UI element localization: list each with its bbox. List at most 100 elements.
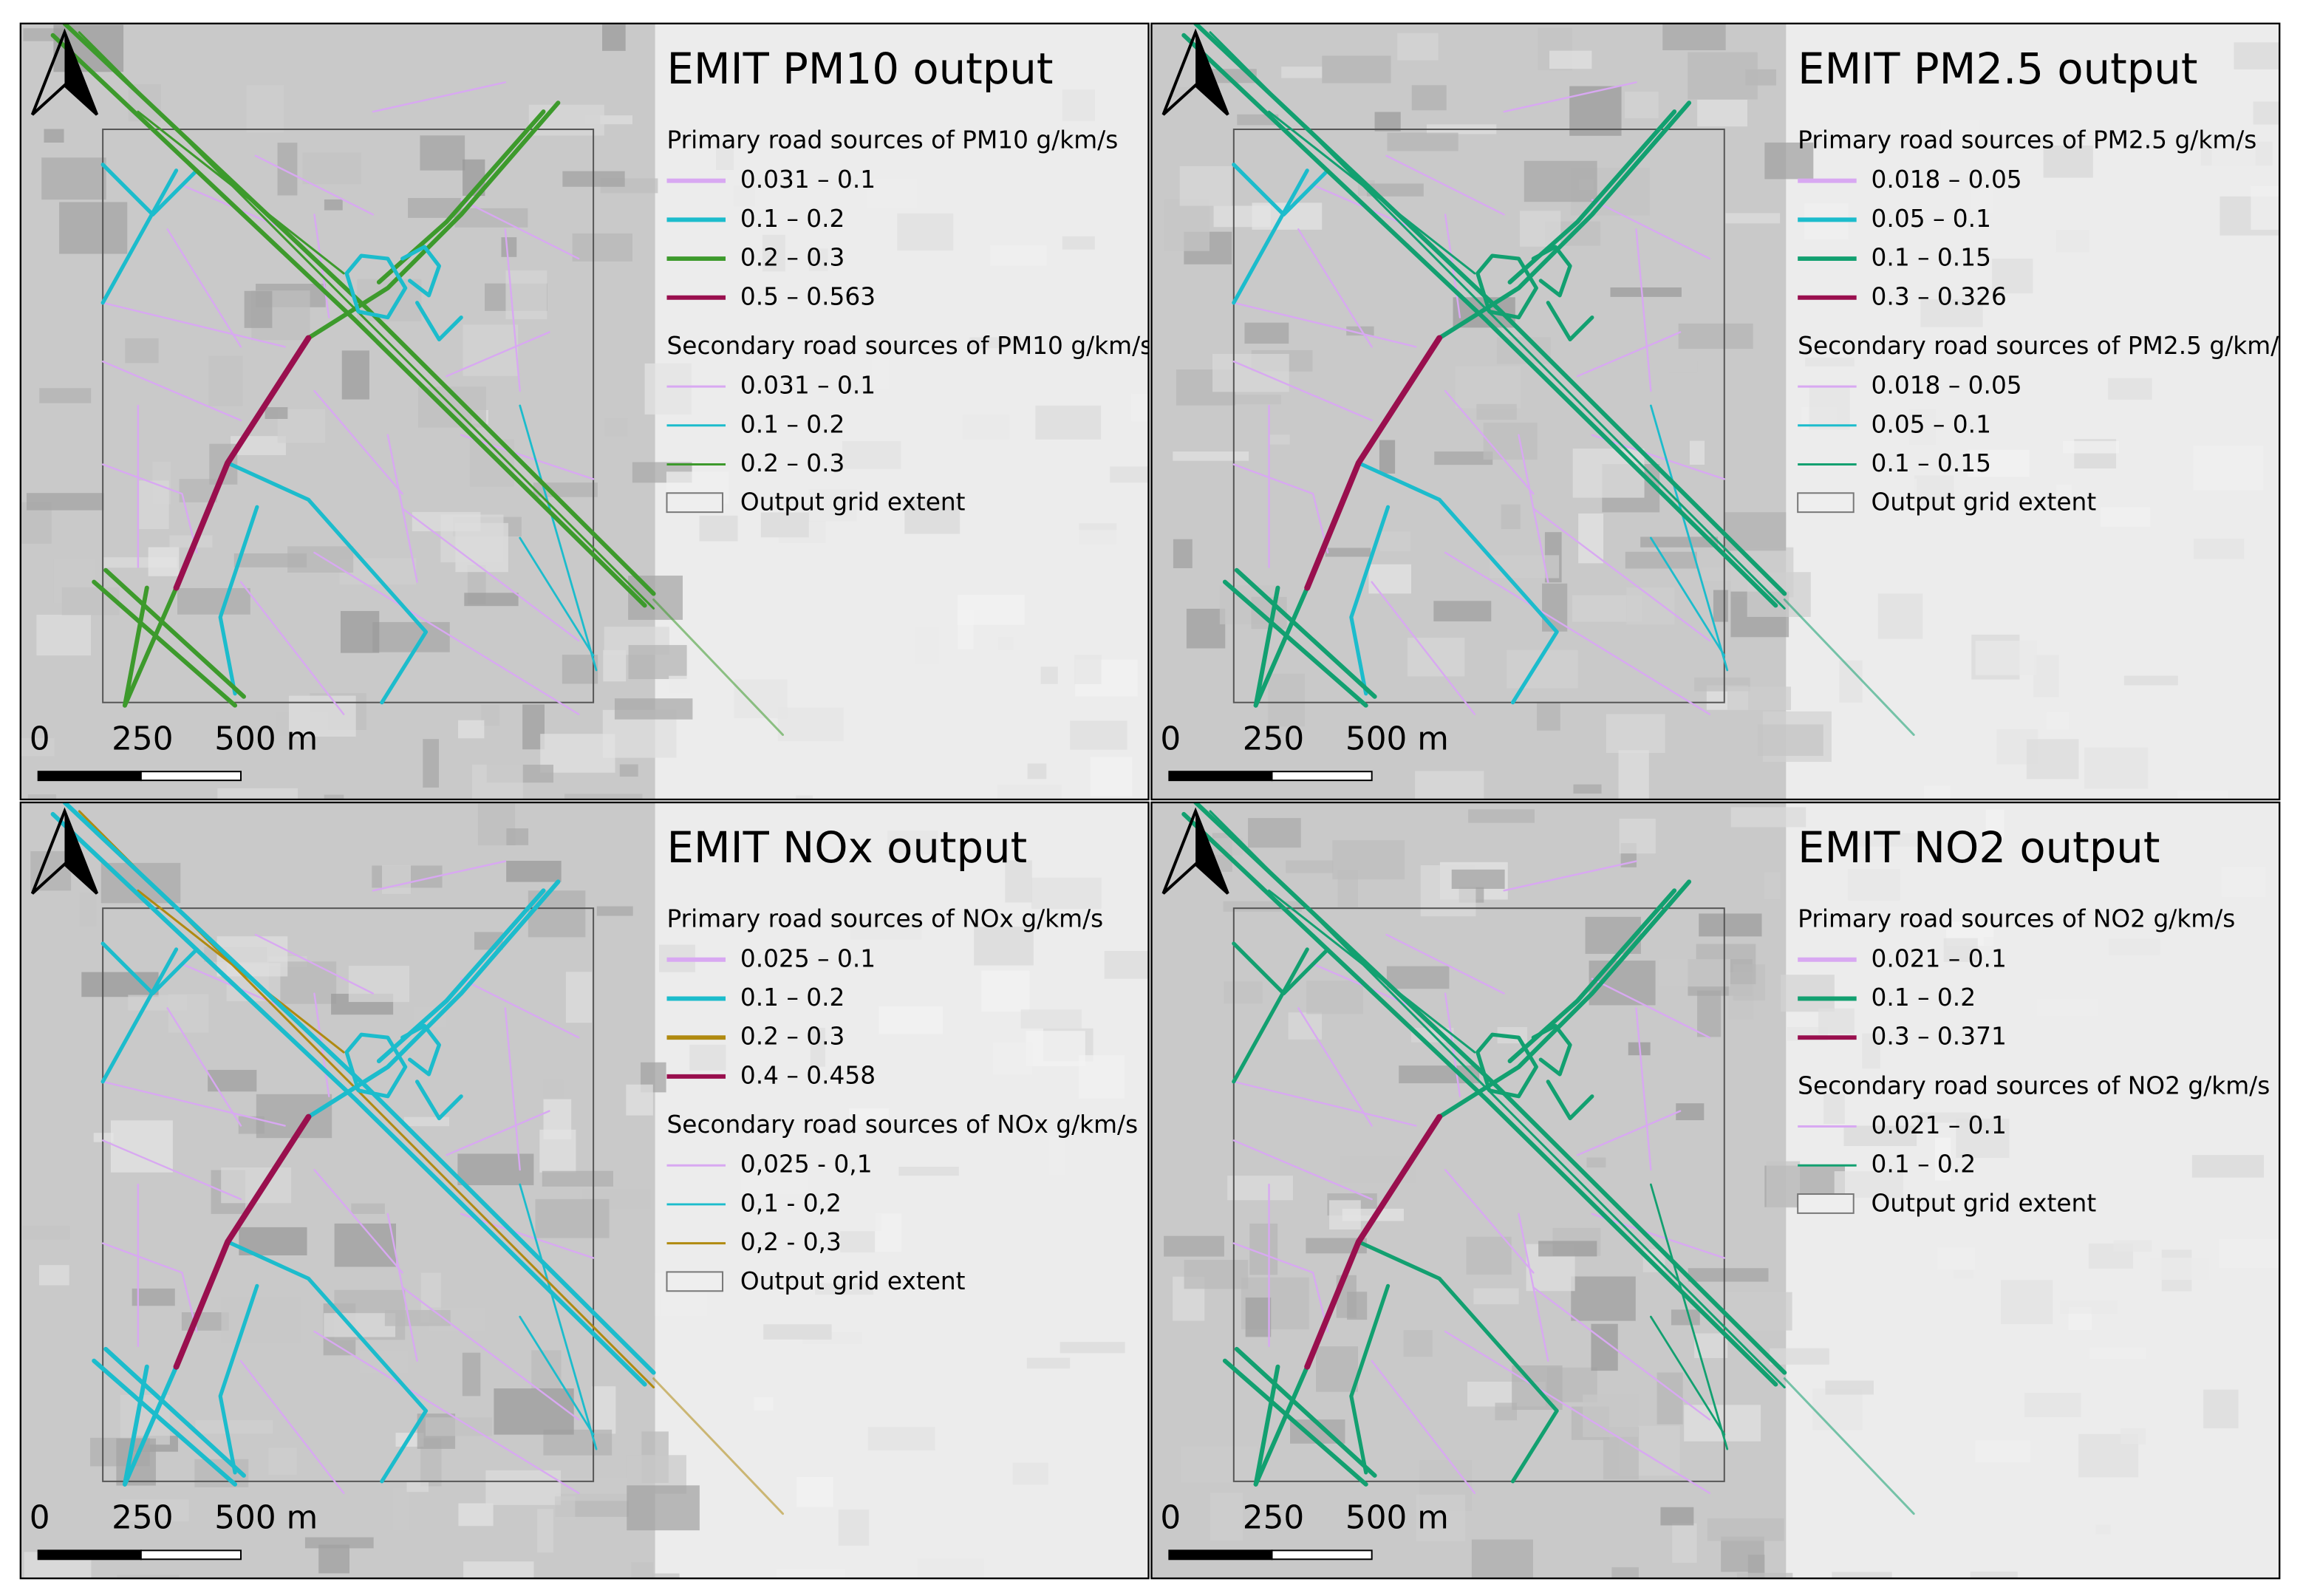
imagery-block xyxy=(2047,712,2070,730)
road xyxy=(1591,199,1711,260)
legend-label: 0,2 - 0,3 xyxy=(740,1228,842,1256)
imagery-block xyxy=(1985,809,2005,839)
legend-label: 0.4 – 0.458 xyxy=(740,1061,876,1089)
road xyxy=(1444,551,1711,715)
imagery-block xyxy=(733,185,755,207)
road xyxy=(101,301,286,348)
road xyxy=(313,1330,580,1494)
imagery-block xyxy=(117,1575,180,1579)
road xyxy=(1222,1358,1368,1487)
road xyxy=(239,1360,345,1494)
road xyxy=(239,581,345,715)
imagery-block xyxy=(1268,673,1306,727)
imagery-block xyxy=(1571,1276,1636,1321)
imagery-block xyxy=(1403,1330,1433,1357)
imagery-block xyxy=(1757,724,1823,756)
imagery-block xyxy=(1940,120,1979,148)
road xyxy=(1546,301,1594,342)
imagery-block xyxy=(2036,999,2098,1017)
legend-label: 0.031 – 0.1 xyxy=(740,372,876,400)
imagery-block xyxy=(2089,1348,2146,1360)
imagery-block xyxy=(2194,538,2245,559)
scale-bar-white xyxy=(1271,771,1373,782)
imagery-block xyxy=(2108,378,2152,400)
road xyxy=(386,434,418,583)
road xyxy=(306,100,561,341)
scale-label: 500 m xyxy=(1345,720,1449,757)
imagery-block xyxy=(2251,185,2280,231)
road xyxy=(166,228,242,348)
imagery-block xyxy=(1618,750,1649,799)
imagery-block xyxy=(1549,50,1592,69)
road xyxy=(92,1358,238,1487)
road xyxy=(313,389,403,495)
imagery-block xyxy=(1668,361,1698,373)
imagery-block xyxy=(1935,1137,1951,1181)
road xyxy=(460,978,580,1039)
imagery-block xyxy=(537,1509,554,1553)
imagery-block xyxy=(1073,530,1146,550)
imagery-block xyxy=(1209,1493,1243,1541)
imagery-block xyxy=(1727,686,1791,710)
legend-label: 0.1 – 0.2 xyxy=(740,410,845,438)
road xyxy=(62,802,656,1375)
imagery-block xyxy=(1024,1217,1079,1242)
road xyxy=(446,331,550,378)
road xyxy=(1591,434,1725,480)
imagery-block xyxy=(878,1006,944,1034)
imagery-block xyxy=(2193,445,2264,491)
imagery-block xyxy=(1495,1402,1518,1421)
road xyxy=(400,245,441,298)
road xyxy=(50,33,647,608)
road xyxy=(1576,1110,1682,1156)
imagery-block xyxy=(2000,1280,2053,1325)
legend-heading: Secondary road sources of NOx g/km/s xyxy=(666,1111,1138,1139)
road xyxy=(1234,1346,1377,1478)
imagery-block xyxy=(1012,1462,1048,1485)
imagery-block xyxy=(1848,869,1900,901)
imagery-block xyxy=(1688,52,1758,100)
imagery-block xyxy=(2026,739,2079,780)
legend-label: 0.05 – 0.1 xyxy=(1872,205,1991,233)
imagery-block xyxy=(1173,451,1249,461)
imagery-block xyxy=(1179,166,1232,206)
imagery-block xyxy=(1281,66,1323,78)
imagery-block xyxy=(1578,513,1604,564)
road xyxy=(1635,228,1652,392)
legend-heading: Secondary road sources of NO2 g/km/s xyxy=(1798,1071,2270,1099)
imagery-block xyxy=(914,626,940,665)
road xyxy=(401,1286,580,1421)
imagery-block xyxy=(458,1503,494,1527)
imagery-block xyxy=(506,828,529,845)
imagery-block xyxy=(1908,409,1937,446)
imagery-block xyxy=(627,1485,700,1531)
imagery-block xyxy=(1699,913,1762,937)
road xyxy=(254,154,375,216)
road xyxy=(225,1240,429,1484)
scale-label: 500 m xyxy=(214,720,318,757)
extent-swatch xyxy=(666,492,724,514)
road xyxy=(101,1080,286,1127)
imagery-block xyxy=(531,1350,562,1390)
road xyxy=(1193,802,1787,1375)
road xyxy=(1222,579,1368,708)
imagery-block xyxy=(762,234,785,272)
road xyxy=(460,199,580,260)
imagery-block xyxy=(592,1386,616,1434)
imagery-block xyxy=(1379,531,1411,551)
imagery-block xyxy=(1379,440,1396,474)
road xyxy=(100,168,179,305)
road xyxy=(376,888,546,1064)
map-panel: EMIT NOx output Primary road sources of N… xyxy=(19,801,1150,1580)
imagery-block xyxy=(958,610,974,649)
imagery-block xyxy=(1173,539,1193,568)
road xyxy=(254,933,375,995)
road xyxy=(1371,1360,1476,1494)
imagery-block xyxy=(887,831,938,855)
road xyxy=(1349,505,1391,696)
road xyxy=(519,1183,598,1450)
imagery-block xyxy=(458,720,485,739)
road xyxy=(1518,1213,1549,1362)
imagery-block xyxy=(485,1470,562,1505)
map-content: EMIT PM10 output Primary road sources of … xyxy=(20,23,1149,799)
